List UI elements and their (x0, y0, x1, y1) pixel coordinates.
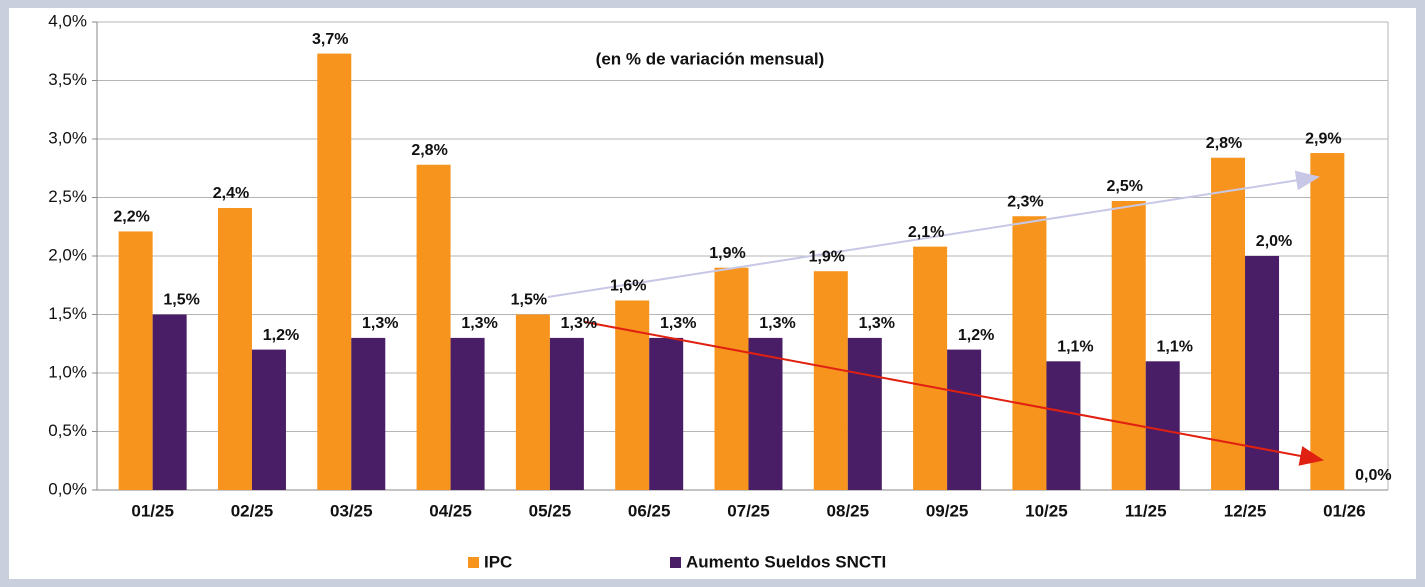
x-tick-label: 12/25 (1224, 501, 1267, 520)
value-label: 2,1% (908, 224, 944, 241)
y-tick-label: 4,0% (48, 11, 87, 30)
legend-swatch (468, 557, 479, 568)
value-label: 2,8% (411, 142, 447, 159)
x-tick-label: 01/26 (1323, 501, 1366, 520)
x-tick-label: 10/25 (1025, 501, 1068, 520)
value-label: 1,6% (610, 278, 646, 295)
bar (317, 53, 352, 491)
bar (748, 337, 783, 490)
bar (515, 314, 550, 490)
bar (118, 231, 153, 490)
x-tick-label: 06/25 (628, 501, 671, 520)
bar (251, 349, 286, 490)
y-tick-label: 3,5% (48, 70, 87, 89)
bar (714, 267, 749, 490)
value-label: 2,9% (1305, 130, 1341, 147)
y-tick-label: 2,0% (48, 245, 87, 264)
bar (947, 349, 982, 490)
value-label: 2,3% (1007, 193, 1043, 210)
value-label: 1,1% (1057, 339, 1093, 356)
annotation: (en % de variación mensual) (596, 49, 825, 68)
x-tick-label: 07/25 (727, 501, 770, 520)
value-label: 1,1% (1156, 339, 1192, 356)
x-tick-label: 03/25 (330, 501, 373, 520)
y-tick-label: 0,0% (48, 479, 87, 498)
bar (217, 208, 252, 490)
bar (1310, 153, 1345, 491)
y-tick-label: 1,0% (48, 362, 87, 381)
x-tick-label: 09/25 (926, 501, 969, 520)
value-label: 1,3% (859, 315, 895, 332)
value-label: 1,2% (958, 327, 994, 344)
value-label: 2,2% (113, 209, 149, 226)
bar (416, 164, 451, 491)
bar (549, 337, 584, 490)
value-label: 2,4% (213, 185, 249, 202)
value-label: 2,8% (1206, 135, 1242, 152)
value-label: 1,3% (461, 315, 497, 332)
value-label: 2,0% (1256, 233, 1292, 250)
value-label: 1,3% (759, 315, 795, 332)
y-tick-label: 2,5% (48, 187, 87, 206)
bar (847, 337, 882, 490)
legend-label: Aumento Sueldos SNCTI (686, 552, 886, 571)
y-tick-label: 0,5% (48, 421, 87, 440)
value-label: 0,0% (1355, 467, 1391, 484)
bar (913, 246, 948, 490)
x-tick-label: 11/25 (1125, 501, 1167, 520)
x-tick-label: 01/25 (131, 501, 174, 520)
bar (1145, 361, 1180, 490)
legend-swatch (670, 557, 681, 568)
value-label: 1,2% (263, 327, 299, 344)
bar (1111, 201, 1146, 490)
value-label: 1,3% (561, 315, 597, 332)
bar (351, 337, 386, 490)
bar (649, 337, 684, 490)
x-tick-label: 02/25 (231, 501, 274, 520)
legend-label: IPC (484, 552, 512, 571)
value-label: 1,9% (709, 245, 745, 262)
bar (1245, 256, 1280, 490)
bar (1046, 361, 1081, 490)
bar (1012, 216, 1047, 490)
y-tick-label: 3,0% (48, 128, 87, 147)
value-label: 1,3% (660, 315, 696, 332)
value-label: 1,9% (809, 248, 845, 265)
trend-arrow (547, 170, 1320, 298)
trend-arrow (584, 321, 1324, 466)
value-label: 1,5% (163, 292, 199, 309)
y-tick-label: 1,5% (48, 304, 87, 323)
bar (152, 314, 187, 490)
value-label: 3,7% (312, 31, 348, 48)
bar (1211, 157, 1246, 490)
value-label: 1,3% (362, 315, 398, 332)
x-tick-label: 04/25 (429, 501, 472, 520)
bar (450, 337, 485, 490)
x-tick-label: 05/25 (529, 501, 572, 520)
bar (813, 271, 848, 490)
value-label: 1,5% (511, 292, 547, 309)
value-label: 2,5% (1106, 178, 1142, 195)
x-tick-label: 08/25 (827, 501, 870, 520)
